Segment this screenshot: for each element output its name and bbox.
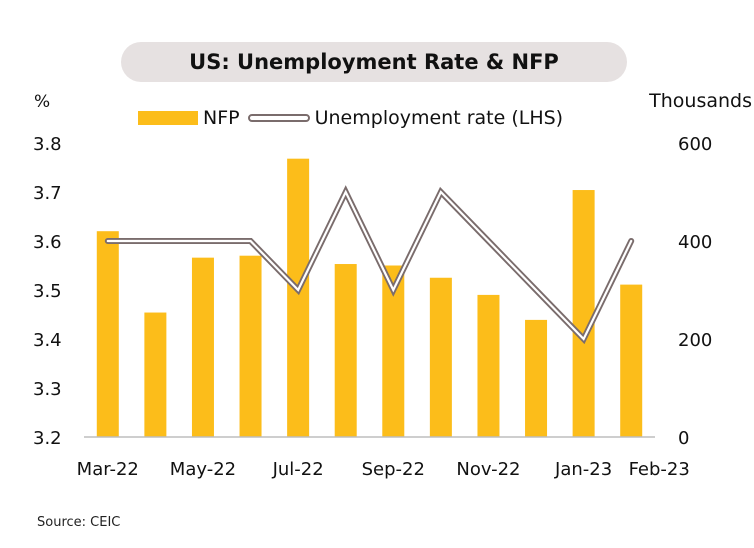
x-tick-label: Jan-23 [554, 459, 612, 480]
right-axis-unit: Thousands [649, 90, 752, 112]
bar-nfp-feb-23 [620, 284, 643, 437]
bar-nfp-oct-22 [429, 277, 452, 437]
left-tick-label: 3.4 [33, 330, 62, 351]
x-tick-label: Feb-23 [629, 459, 690, 480]
right-tick-label: 400 [678, 232, 712, 253]
source-note: Source: CEIC [37, 515, 121, 530]
right-tick-label: 200 [678, 330, 712, 351]
legend: NFP Unemployment rate (LHS) [138, 105, 563, 131]
left-tick-label: 3.6 [33, 232, 62, 253]
x-tick-label: May-22 [170, 459, 236, 480]
right-tick-label: 600 [678, 134, 712, 155]
right-tick-label: 0 [678, 428, 689, 449]
bar-nfp-may-22 [191, 257, 214, 437]
legend-swatch-nfp [138, 111, 198, 125]
bar-nfp-apr-22 [144, 312, 167, 437]
bar-nfp-sep-22 [382, 265, 405, 437]
bar-nfp-jun-22 [239, 255, 262, 437]
chart-title-pill: US: Unemployment Rate & NFP [121, 42, 627, 82]
bar-nfp-mar-22 [96, 231, 119, 437]
x-tick-label: Jul-22 [272, 459, 324, 480]
left-tick-label: 3.3 [33, 379, 62, 400]
bar-nfp-dec-22 [525, 319, 548, 437]
left-tick-label: 3.8 [33, 134, 62, 155]
line-unemployment-outer [104, 185, 635, 345]
line-unemployment-inner [106, 189, 633, 341]
left-tick-label: 3.5 [33, 281, 62, 302]
x-tick-label: Mar-22 [77, 459, 139, 480]
left-axis-unit: % [34, 92, 51, 112]
bar-nfp-aug-22 [334, 264, 357, 437]
left-tick-label: 3.7 [33, 183, 62, 204]
bar-nfp-jul-22 [287, 158, 310, 437]
bar-nfp-jan-23 [572, 190, 595, 437]
legend-label-unemployment: Unemployment rate (LHS) [314, 107, 564, 129]
left-tick-label: 3.2 [33, 428, 62, 449]
chart-title: US: Unemployment Rate & NFP [189, 50, 559, 74]
legend-swatch-unemployment [247, 114, 310, 122]
legend-label-nfp: NFP [203, 107, 240, 129]
bar-nfp-nov-22 [477, 294, 500, 437]
x-tick-label: Nov-22 [456, 459, 520, 480]
x-tick-label: Sep-22 [362, 459, 425, 480]
